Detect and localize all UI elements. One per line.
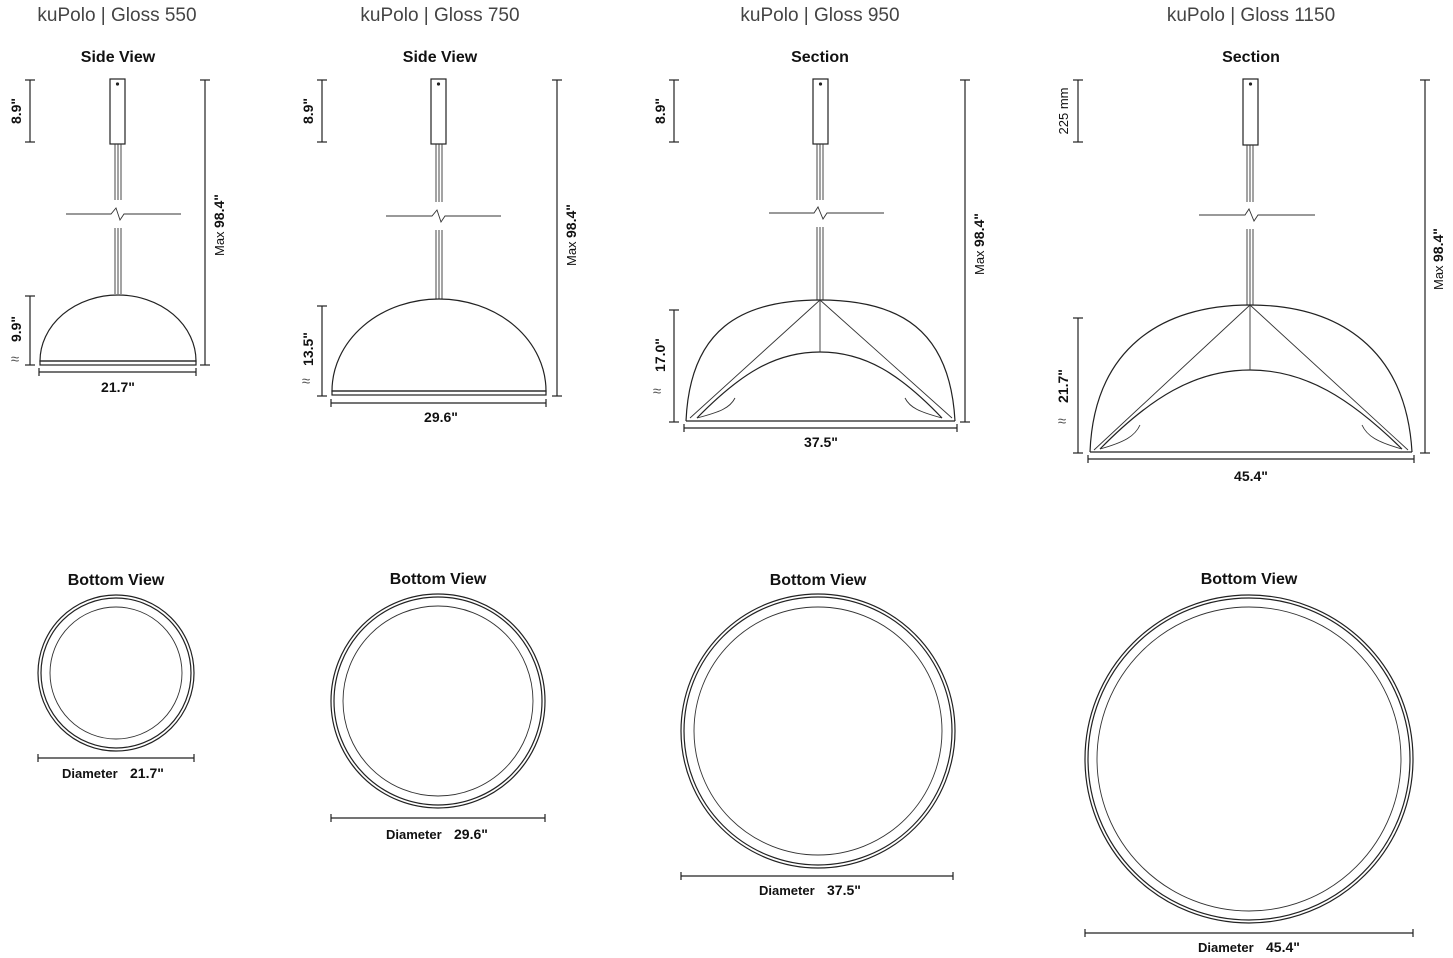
diameter-value: 45.4"	[1266, 939, 1300, 955]
product-title: kuPolo | Gloss 750	[360, 5, 519, 26]
shade-height-label: 13.5"	[300, 332, 316, 366]
max-height-label: 98.4"	[971, 213, 987, 247]
inner-ring	[1096, 606, 1402, 912]
width-label: 45.4"	[1234, 468, 1268, 484]
canopy-height-label: 8.9"	[300, 98, 316, 124]
outer-ring	[37, 594, 195, 752]
outer-ring	[1084, 594, 1414, 924]
diameter-label: Diameter	[62, 766, 118, 781]
approx-symbol: ≈	[302, 373, 310, 390]
diameter-label: Diameter	[386, 827, 442, 842]
max-label: Max	[1431, 265, 1446, 290]
canopy-height-label: 225 mm	[1056, 88, 1071, 135]
outer-arc	[685, 299, 956, 422]
width-label: 21.7"	[101, 379, 135, 395]
product-gloss-950: kuPolo | Gloss 950 Section 8.9"	[652, 5, 987, 898]
width-label: 37.5"	[804, 434, 838, 450]
section-drawing: 225 mm 21.7" ≈ Max	[1055, 78, 1446, 484]
product-gloss-1150: kuPolo | Gloss 1150 Section 225 mm	[1055, 5, 1446, 955]
canopy	[1242, 78, 1259, 146]
diameter-value: 21.7"	[130, 765, 164, 781]
inner-arc	[1099, 369, 1403, 450]
section-label: Section	[791, 49, 849, 66]
product-gloss-750: kuPolo | Gloss 750 Side View 8.9" 13.5" …	[300, 5, 579, 842]
shade-height-label: 9.9"	[8, 316, 24, 342]
outer-ring	[330, 593, 546, 809]
bottom-view-label: Bottom View	[770, 572, 867, 589]
approx-symbol: ≈	[1058, 413, 1066, 430]
outer-ring	[680, 593, 956, 869]
section-label: Section	[1222, 49, 1280, 66]
outer-arc	[1089, 304, 1413, 453]
max-label: Max	[564, 241, 579, 266]
approx-symbol: ≈	[653, 383, 661, 400]
product-title: kuPolo | Gloss 950	[740, 5, 899, 26]
bottom-view-drawing: Diameter 37.5"	[680, 593, 956, 898]
diameter-value: 37.5"	[827, 882, 861, 898]
side-view-label: Side View	[403, 49, 478, 66]
bottom-view-drawing: Diameter 45.4"	[1084, 594, 1414, 955]
canopy	[430, 78, 447, 145]
canopy	[812, 78, 829, 145]
side-view-drawing: 8.9" 13.5" ≈ Max 98.4" 29.6"	[300, 78, 579, 425]
bottom-view-drawing: Diameter 29.6"	[330, 593, 546, 842]
bottom-view-drawing: Diameter 21.7"	[37, 594, 195, 781]
diameter-label: Diameter	[759, 883, 815, 898]
bottom-view-label: Bottom View	[390, 571, 487, 588]
max-height-label: 98.4"	[211, 194, 227, 228]
diameter-label: Diameter	[1198, 940, 1254, 955]
inner-ring	[693, 606, 943, 856]
shade-height-label: 21.7"	[1055, 369, 1071, 403]
max-label: Max	[972, 250, 987, 275]
break-symbol	[66, 207, 181, 222]
width-label: 29.6"	[424, 409, 458, 425]
shade-dome	[39, 294, 197, 362]
side-view-label: Side View	[81, 49, 156, 66]
max-height-label: 98.4"	[1430, 228, 1446, 262]
diameter-value: 29.6"	[454, 826, 488, 842]
product-title: kuPolo | Gloss 550	[37, 5, 196, 26]
bottom-view-label: Bottom View	[68, 572, 165, 589]
shade-height-label: 17.0"	[652, 338, 668, 372]
break-symbol	[386, 209, 501, 224]
canopy	[109, 78, 126, 145]
approx-symbol: ≈	[11, 351, 19, 368]
inner-ring	[49, 606, 183, 740]
side-view-drawing: 8.9" 9.9" ≈ Max 98.4"	[8, 78, 227, 395]
inner-arc	[696, 351, 943, 419]
max-label: Max	[212, 231, 227, 256]
inner-ring	[342, 605, 534, 797]
shade-dome	[331, 298, 547, 392]
bottom-view-label: Bottom View	[1201, 571, 1298, 588]
canopy-height-label: 8.9"	[652, 98, 668, 124]
max-height-label: 98.4"	[563, 204, 579, 238]
break-symbol	[1199, 208, 1315, 222]
canopy-height-label: 8.9"	[8, 98, 24, 124]
product-gloss-550: kuPolo | Gloss 550 Side View 8.9"	[8, 5, 227, 781]
product-title: kuPolo | Gloss 1150	[1167, 5, 1335, 26]
break-symbol	[769, 206, 884, 220]
section-drawing: 8.9" 17.0" ≈	[652, 78, 987, 450]
